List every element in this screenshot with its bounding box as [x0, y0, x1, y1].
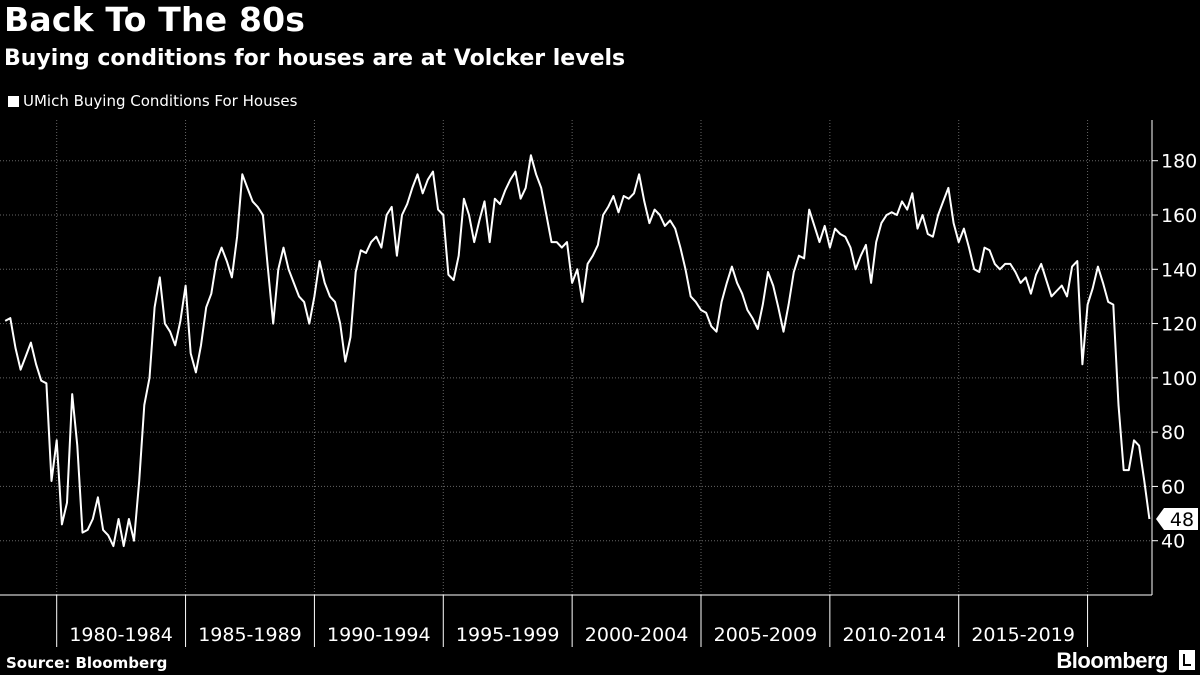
source-note: Source: Bloomberg [6, 654, 168, 672]
chart-subtitle: Buying conditions for houses are at Volc… [4, 46, 626, 71]
y-tick-label: 160 [1161, 205, 1197, 227]
bloomberg-terminal-icon [1179, 650, 1195, 670]
x-tick-label: 1995-1999 [456, 624, 560, 646]
last-value-label: 48 [1170, 509, 1194, 531]
chart-title: Back To The 80s [4, 0, 306, 39]
x-tick-label: 2000-2004 [585, 624, 689, 646]
x-tick-label: 2015-2019 [971, 624, 1075, 646]
y-tick-label: 80 [1161, 422, 1185, 444]
y-tick-label: 40 [1161, 531, 1185, 553]
x-tick-label: 1985-1989 [198, 624, 302, 646]
x-tick-label: 1980-1984 [69, 624, 173, 646]
x-tick-label: 2010-2014 [842, 624, 946, 646]
legend-label: UMich Buying Conditions For Houses [23, 92, 298, 110]
bloomberg-logo: Bloomberg [1056, 648, 1168, 673]
legend-swatch [8, 95, 19, 107]
x-tick-label: 2005-2009 [714, 624, 818, 646]
series-line [4, 154, 1151, 548]
x-tick-label: 1990-1994 [327, 624, 431, 646]
y-tick-label: 140 [1161, 259, 1197, 281]
y-tick-label: 100 [1161, 368, 1197, 390]
y-tick-label: 180 [1161, 151, 1197, 173]
legend: UMich Buying Conditions For Houses [8, 92, 297, 110]
y-tick-label: 60 [1161, 476, 1185, 498]
last-value-badge [1156, 508, 1198, 530]
y-tick-label: 120 [1161, 314, 1197, 336]
